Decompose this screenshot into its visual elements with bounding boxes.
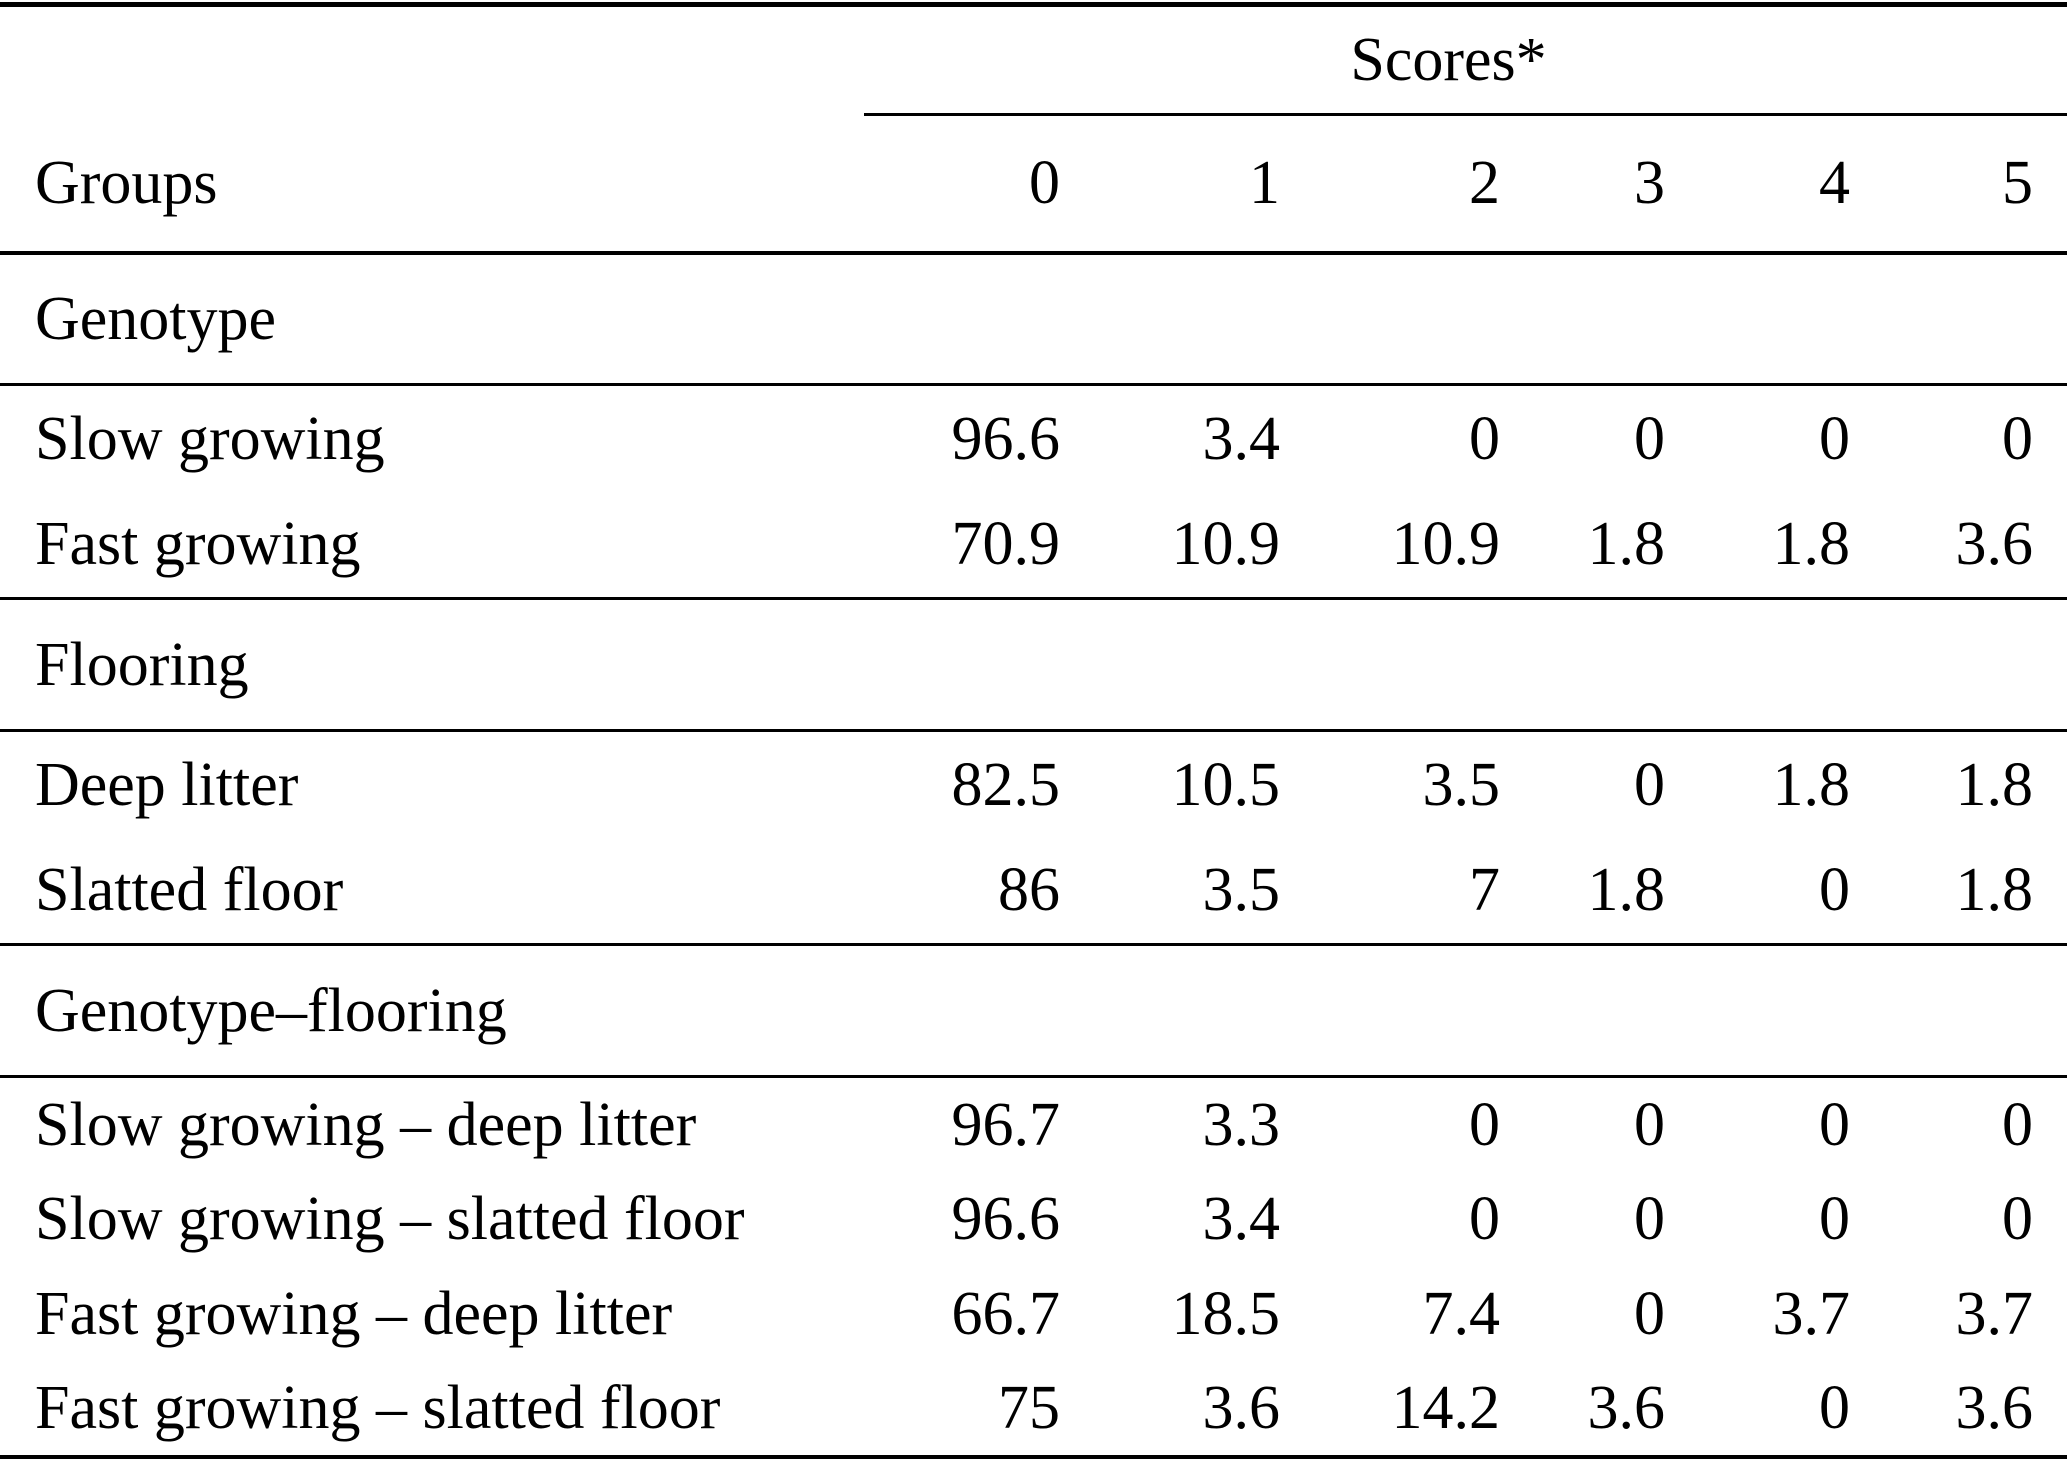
row-label: Deep litter [35, 750, 299, 819]
cell-score-4: 3.7 [1772, 1280, 1851, 1348]
score-column-4: 4 [1819, 149, 1850, 218]
cell-score-1: 10.9 [1171, 510, 1281, 579]
cell-score-2: 0 [1469, 1185, 1500, 1253]
section-header-row: Genotype [0, 253, 2067, 385]
score-column-1: 1 [1249, 149, 1280, 218]
cell-score-3: 1.8 [1587, 856, 1666, 925]
cell-score-3: 1.8 [1587, 510, 1666, 579]
row-label: Slow growing – deep litter [35, 1090, 697, 1159]
section-header-row: Flooring [0, 599, 2067, 731]
column-header-row: Groups 0 1 2 3 4 5 [0, 115, 2067, 253]
table-row-slow-slatted: Slow growing – slatted floor 96.6 3.4 0 … [0, 1172, 2067, 1267]
cell-score-3: 0 [1634, 1185, 1665, 1253]
cell-score-0: 66.7 [951, 1280, 1061, 1348]
section-genotype-flooring-rows: Slow growing – deep litter 96.7 3.3 0 0 … [0, 1077, 2067, 1457]
score-column-2: 2 [1469, 149, 1500, 218]
cell-score-2: 3.5 [1422, 750, 1501, 819]
cell-score-5: 0 [2002, 1090, 2034, 1159]
section-flooring-rows: Deep litter 82.5 10.5 3.5 0 1.8 1.8 Slat… [0, 731, 2067, 945]
cell-score-5: 1.8 [1955, 856, 2034, 925]
scores-header-row: Scores* [0, 4, 2067, 116]
row-label: Slatted floor [35, 856, 344, 925]
cell-score-5: 3.6 [1955, 510, 2034, 579]
cell-score-4: 1.8 [1772, 750, 1851, 819]
cell-score-2: 0 [1469, 1090, 1500, 1159]
scores-header: Scores* [864, 4, 2067, 116]
section-flooring: Flooring [0, 599, 2067, 731]
section-genotype-flooring: Genotype–flooring [0, 945, 2067, 1077]
table-row-fast-growing: Fast growing 70.9 10.9 10.9 1.8 1.8 3.6 [0, 492, 2067, 599]
row-label: Fast growing [35, 510, 361, 579]
section-header-row: Genotype–flooring [0, 945, 2067, 1077]
cell-score-0: 82.5 [951, 750, 1061, 819]
cell-score-3: 0 [1634, 404, 1665, 473]
cell-score-2: 7.4 [1422, 1280, 1501, 1348]
section-label-genotype-flooring: Genotype–flooring [35, 976, 507, 1045]
table-row-fast-deep: Fast growing – deep litter 66.7 18.5 7.4… [0, 1267, 2067, 1362]
score-column-0: 0 [1029, 149, 1060, 218]
cell-score-4: 1.8 [1772, 510, 1851, 579]
cell-score-0: 96.7 [951, 1090, 1061, 1159]
cell-score-0: 86 [998, 856, 1060, 925]
score-column-3: 3 [1634, 149, 1665, 218]
row-label: Slow growing – slatted floor [35, 1185, 745, 1253]
cell-score-4: 0 [1819, 1185, 1850, 1253]
groups-header: Groups [35, 148, 218, 217]
cell-score-4: 0 [1819, 1090, 1850, 1159]
cell-score-0: 75 [998, 1374, 1060, 1442]
cell-score-3: 3.6 [1587, 1374, 1666, 1442]
section-label-genotype: Genotype [35, 284, 277, 353]
cell-score-2: 0 [1469, 404, 1500, 473]
cell-score-1: 3.4 [1202, 1185, 1281, 1253]
cell-score-4: 0 [1819, 1374, 1850, 1442]
cell-score-5: 0 [2002, 1185, 2034, 1253]
cell-score-4: 0 [1819, 404, 1850, 473]
cell-score-5: 3.7 [1955, 1280, 2034, 1348]
cell-score-5: 3.6 [1955, 1374, 2034, 1442]
cell-score-5: 1.8 [1955, 750, 2034, 819]
cell-score-3: 0 [1634, 1280, 1665, 1348]
table-row-slatted-floor: Slatted floor 86 3.5 7 1.8 0 1.8 [0, 838, 2067, 945]
cell-score-2: 14.2 [1391, 1374, 1501, 1442]
cell-score-1: 10.5 [1171, 750, 1281, 819]
cell-score-1: 18.5 [1171, 1280, 1281, 1348]
cell-score-1: 3.5 [1202, 856, 1281, 925]
cell-score-4: 0 [1819, 856, 1850, 925]
section-label-flooring: Flooring [35, 630, 249, 699]
cell-score-2: 10.9 [1391, 510, 1501, 579]
section-genotype-rows: Slow growing 96.6 3.4 0 0 0 0 Fast growi… [0, 385, 2067, 599]
cell-score-0: 96.6 [951, 1185, 1061, 1253]
cell-score-1: 3.6 [1202, 1374, 1281, 1442]
cell-score-3: 0 [1634, 1090, 1665, 1159]
cell-score-3: 0 [1634, 750, 1665, 819]
cell-score-1: 3.4 [1202, 404, 1281, 473]
table-header: Scores* Groups 0 1 2 3 4 5 [0, 4, 2067, 253]
empty-corner-cell [0, 5, 864, 115]
cell-score-0: 70.9 [951, 510, 1061, 579]
cell-score-1: 3.3 [1202, 1090, 1281, 1159]
score-column-5: 5 [2002, 149, 2034, 218]
table-row-slow-growing: Slow growing 96.6 3.4 0 0 0 0 [0, 385, 2067, 492]
section-genotype: Genotype [0, 253, 2067, 385]
table-row-fast-slatted: Fast growing – slatted floor 75 3.6 14.2… [0, 1362, 2067, 1457]
table-row-deep-litter: Deep litter 82.5 10.5 3.5 0 1.8 1.8 [0, 731, 2067, 838]
table-row-slow-deep: Slow growing – deep litter 96.7 3.3 0 0 … [0, 1077, 2067, 1172]
cell-score-0: 96.6 [951, 404, 1061, 473]
row-label: Slow growing [35, 404, 385, 473]
row-label: Fast growing – slatted floor [35, 1374, 721, 1442]
cell-score-5: 0 [2002, 404, 2034, 473]
row-label: Fast growing – deep litter [35, 1280, 673, 1348]
cell-score-2: 7 [1469, 856, 1500, 925]
